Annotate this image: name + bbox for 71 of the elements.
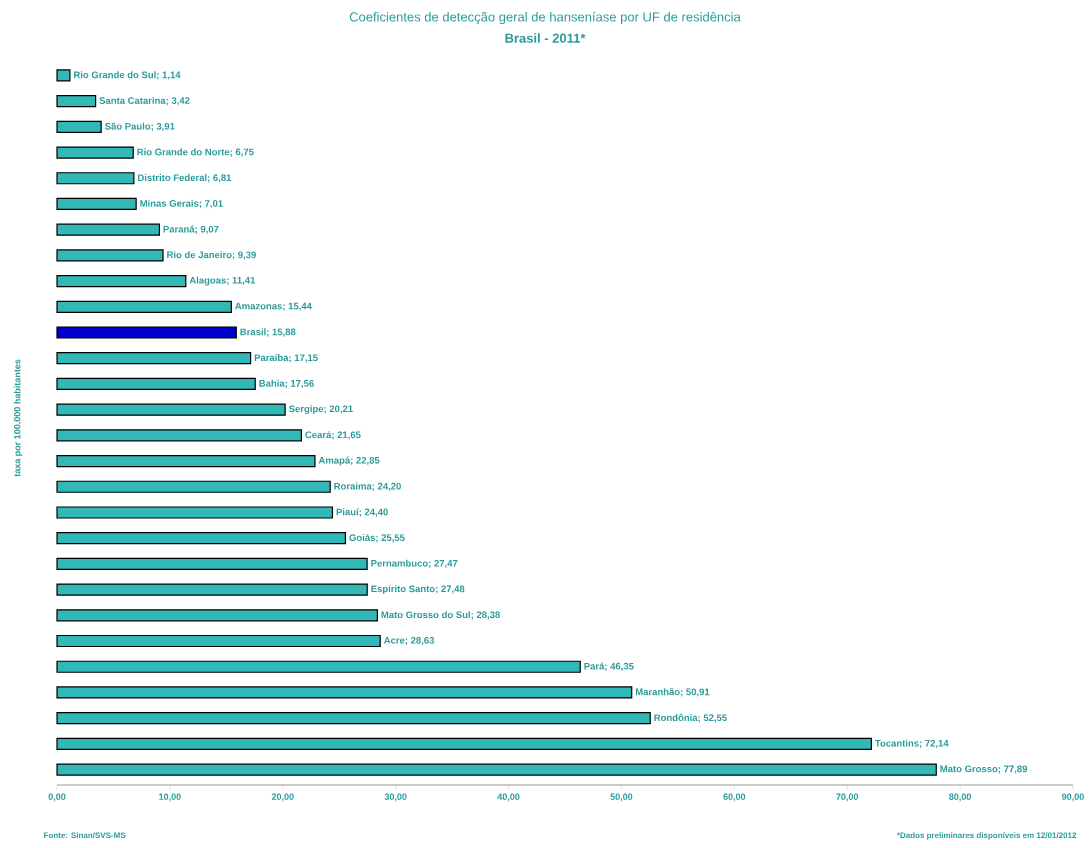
bar [56,429,302,442]
bar [56,712,651,725]
bar [56,403,286,416]
data-label: Pará; 46,35 [584,662,634,671]
bar [56,557,368,570]
bar [56,275,187,288]
bar [56,686,633,699]
bar [56,609,378,622]
data-label: Brasil; 15,88 [240,328,296,337]
bar [56,377,256,391]
bar [56,737,872,750]
bar [56,172,135,185]
bar [56,249,164,262]
data-label: Rio Grande do Sul; 1,14 [74,71,181,80]
data-label: Piauí; 24,40 [336,508,388,517]
data-label: Alagoas; 11,41 [189,276,256,286]
chart-subtitle: Brasil - 2011* [505,33,586,43]
data-label: São Paulo; 3,91 [104,122,175,132]
y-axis-title: taxa por 100.000 habitantes [13,359,23,477]
data-label: Espírito Santo; 27,48 [371,585,465,595]
data-label: Rio Grande do Norte; 6,75 [137,148,254,157]
data-label: Pernambuco; 27,47 [371,559,458,569]
bar [56,223,160,236]
bar [56,120,102,133]
source-note: Fonte: Sinan/SVS-MS [44,832,126,839]
bar [56,532,347,545]
data-label: Santa Catarina; 3,42 [99,96,190,106]
data-label: Maranhão; 50,91 [635,688,710,697]
data-label: Ceará; 21,65 [305,431,361,440]
x-tick-label: 50,00 [610,793,633,802]
data-label: Rondônia; 52,55 [654,713,727,723]
bar [56,583,368,596]
data-label: Roraima; 24,20 [334,482,401,491]
x-tick-label: 10,00 [159,793,181,802]
bar [56,480,331,493]
bar [56,300,232,313]
x-tick-label: 80,00 [949,793,971,802]
x-tick-label: 40,00 [497,793,520,802]
bar [56,146,134,159]
data-label: Amapá; 22,85 [318,456,380,466]
bar [56,326,237,339]
x-tick-label: 90,00 [1062,793,1084,802]
data-label: Acre; 28,63 [383,636,435,646]
bar [56,660,581,673]
bar [56,506,334,519]
data-label: Rio de Janeiro; 9,39 [167,251,256,260]
data-label: Tocantins; 72,14 [875,739,949,749]
bar [56,95,97,108]
x-tick-label: 0,00 [48,793,66,802]
data-label: Minas Gerais; 7,01 [140,199,223,209]
data-label: Paraíba; 17,15 [254,354,318,363]
bar [56,763,937,776]
data-label: Bahia; 17,56 [259,379,314,389]
data-label: Goiás; 25,55 [349,533,405,543]
bar [56,69,71,82]
chart-title: Coeficientes de detecção geral de hanseníase por UF de residência [349,11,741,25]
text: *Dados preliminares disponíveis em 12/01/2012 [896,832,1077,840]
x-tick-label: 70,00 [836,793,859,802]
bar [56,197,137,211]
x-tick-label: 60,00 [723,793,746,802]
data-label: Mato Grosso do Sul; 28,38 [381,611,500,620]
bar [56,634,381,648]
bar [56,454,316,468]
bar [56,352,252,365]
x-tick-label: 30,00 [384,793,407,802]
data-label: Sergipe; 20,21 [288,405,353,415]
data-label: Distrito Federal; 6,81 [138,174,232,183]
data-label: Amazonas; 15,44 [235,302,312,311]
data-label: Paraná; 9,07 [163,225,219,234]
data-label: Mato Grosso; 77,89 [940,765,1028,774]
x-tick-label: 20,00 [271,793,294,802]
